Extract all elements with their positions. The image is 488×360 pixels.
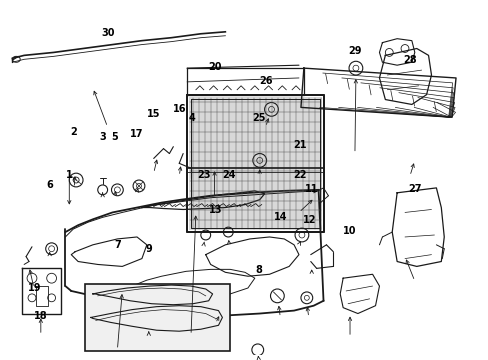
Text: 4: 4 xyxy=(188,113,195,123)
Text: 30: 30 xyxy=(101,28,114,38)
Text: 14: 14 xyxy=(273,212,286,222)
Text: 19: 19 xyxy=(27,283,41,293)
Text: 9: 9 xyxy=(145,244,152,254)
Text: 7: 7 xyxy=(114,240,121,250)
Text: 22: 22 xyxy=(292,170,306,180)
Text: 24: 24 xyxy=(222,170,235,180)
Text: 10: 10 xyxy=(343,226,356,236)
Text: 15: 15 xyxy=(146,109,160,120)
Text: 27: 27 xyxy=(407,184,421,194)
Text: 28: 28 xyxy=(403,55,416,65)
Text: 21: 21 xyxy=(292,140,306,149)
Text: 13: 13 xyxy=(208,205,222,215)
Text: 11: 11 xyxy=(305,184,318,194)
Text: 25: 25 xyxy=(252,113,265,123)
Text: 3: 3 xyxy=(100,132,106,143)
Bar xyxy=(85,284,230,351)
Text: 8: 8 xyxy=(255,265,262,275)
Text: 23: 23 xyxy=(197,170,210,180)
Text: 18: 18 xyxy=(34,311,47,321)
Text: 5: 5 xyxy=(111,132,118,143)
Text: 20: 20 xyxy=(207,62,221,72)
Text: 2: 2 xyxy=(71,127,77,137)
Bar xyxy=(189,96,321,230)
Text: 16: 16 xyxy=(173,104,186,114)
Text: 17: 17 xyxy=(129,129,143,139)
Text: 6: 6 xyxy=(47,180,53,190)
Text: 1: 1 xyxy=(66,170,73,180)
Text: 12: 12 xyxy=(302,216,315,225)
Text: 29: 29 xyxy=(347,46,361,56)
Text: 26: 26 xyxy=(259,76,272,86)
